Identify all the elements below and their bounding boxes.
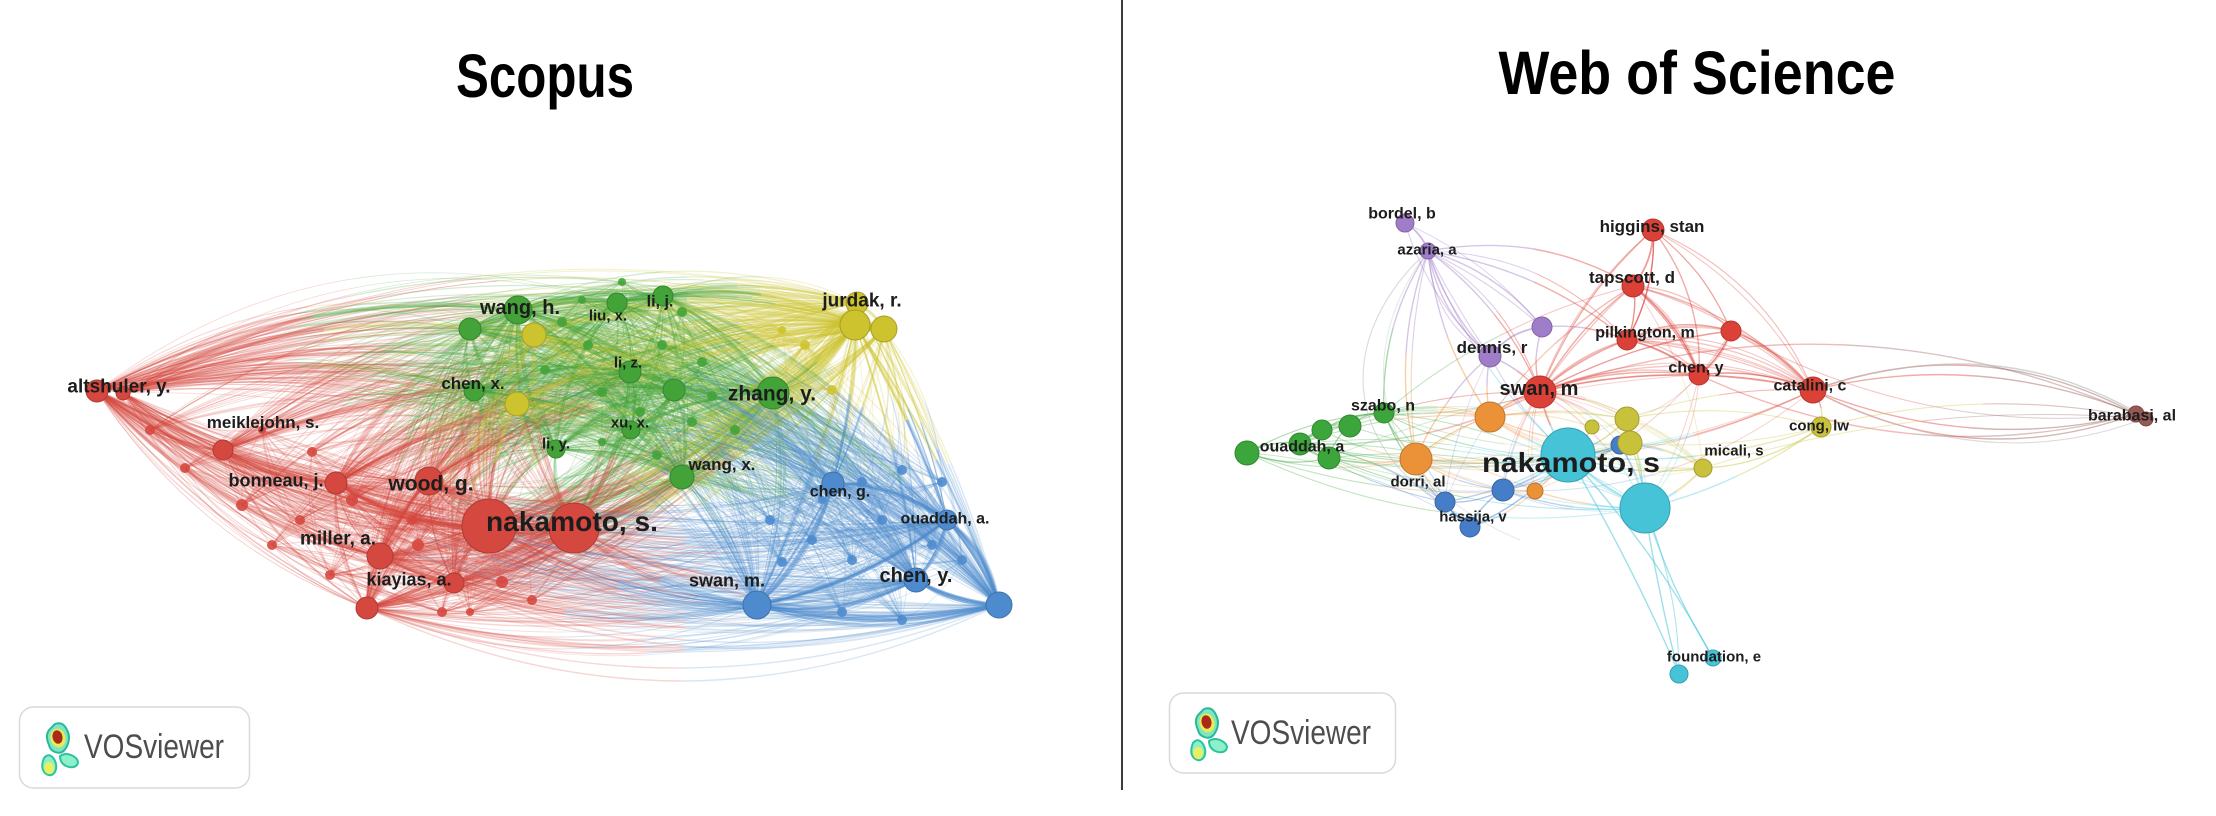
svg-text:pilkington, m: pilkington, m (1595, 325, 1695, 342)
svg-text:higgins, stan: higgins, stan (1600, 217, 1705, 236)
svg-text:bonneau, j.: bonneau, j. (228, 470, 323, 490)
svg-text:barabasi, al: barabasi, al (2088, 408, 2176, 425)
svg-text:VOSviewer: VOSviewer (1231, 714, 1371, 752)
svg-text:miller, a.: miller, a. (300, 529, 376, 550)
svg-text:zhang, y.: zhang, y. (728, 382, 816, 405)
svg-text:meiklejohn, s.: meiklejohn, s. (207, 413, 319, 432)
svg-text:foundation, e: foundation, e (1667, 648, 1761, 665)
svg-text:xu, x.: xu, x. (611, 414, 649, 431)
svg-text:liu, x.: liu, x. (589, 307, 627, 324)
svg-text:nakamoto, s: nakamoto, s (1482, 447, 1660, 478)
svg-text:swan, m: swan, m (1500, 378, 1579, 400)
svg-text:tapscott, d: tapscott, d (1589, 268, 1675, 287)
svg-text:chen, g.: chen, g. (810, 484, 870, 501)
svg-text:swan, m.: swan, m. (689, 570, 765, 590)
svg-text:szabo, n: szabo, n (1351, 398, 1415, 415)
svg-text:bordel, b: bordel, b (1368, 206, 1436, 223)
svg-text:azaria, a: azaria, a (1397, 241, 1457, 258)
svg-text:chen, x.: chen, x. (441, 374, 504, 393)
svg-text:altshuler, y.: altshuler, y. (67, 377, 170, 398)
svg-text:wood, g.: wood, g. (387, 472, 473, 495)
svg-text:ouaddah, a.: ouaddah, a. (901, 511, 990, 528)
svg-text:wang, x.: wang, x. (687, 455, 755, 474)
svg-text:dennis, r: dennis, r (1457, 338, 1528, 357)
svg-text:wang, h.: wang, h. (479, 297, 560, 319)
svg-text:kiayias, a.: kiayias, a. (366, 569, 451, 589)
svg-text:li, j.: li, j. (647, 294, 674, 311)
svg-text:jurdak, r.: jurdak, r. (821, 291, 901, 312)
svg-text:catalini, c: catalini, c (1774, 378, 1847, 395)
svg-text:Scopus: Scopus (456, 42, 634, 110)
svg-text:Web of Science: Web of Science (1499, 39, 1896, 107)
svg-text:dorri, al: dorri, al (1390, 473, 1445, 490)
svg-text:micali, s: micali, s (1704, 442, 1763, 459)
svg-text:ouaddah, a: ouaddah, a (1260, 439, 1345, 456)
svg-text:chen, y: chen, y (1668, 360, 1723, 377)
svg-text:nakamoto, s.: nakamoto, s. (486, 506, 658, 537)
svg-text:VOSviewer: VOSviewer (84, 728, 224, 766)
svg-text:hassija, v: hassija, v (1439, 508, 1507, 525)
svg-text:li, z.: li, z. (614, 354, 642, 371)
svg-text:cong, lw: cong, lw (1789, 417, 1849, 434)
svg-text:chen, y.: chen, y. (880, 565, 953, 587)
svg-text:li, y.: li, y. (542, 435, 570, 452)
